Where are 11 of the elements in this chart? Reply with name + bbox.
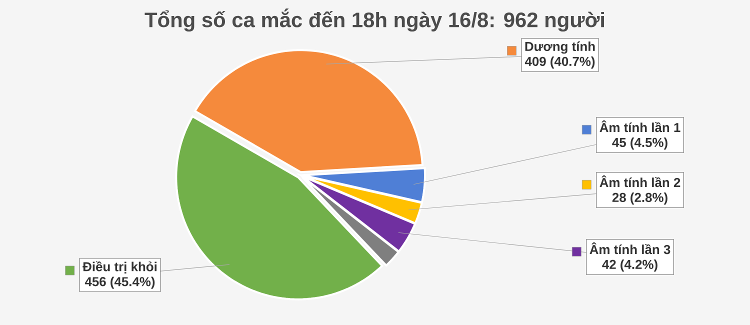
data-label: 456 (45.4%) (84, 276, 155, 289)
legend-label: Điều trị khỏi (82, 261, 157, 274)
data-label: 45 (4.5%) (612, 138, 668, 150)
chart-title: Tổng số ca mắc đến 18h ngày 16/8: 962 người (144, 8, 604, 32)
legend-label: Âm tính lần 1 (600, 120, 680, 132)
data-label: 409 (40.7%) (524, 56, 595, 69)
legend-label: Âm tính lần 2 (600, 175, 680, 188)
legend-label: Dương tính (525, 41, 595, 54)
legend-label: Âm tính lần 3 (590, 242, 670, 254)
data-label: 28 (2.8%) (612, 192, 668, 205)
data-label: 42 (4.2%) (602, 260, 658, 272)
